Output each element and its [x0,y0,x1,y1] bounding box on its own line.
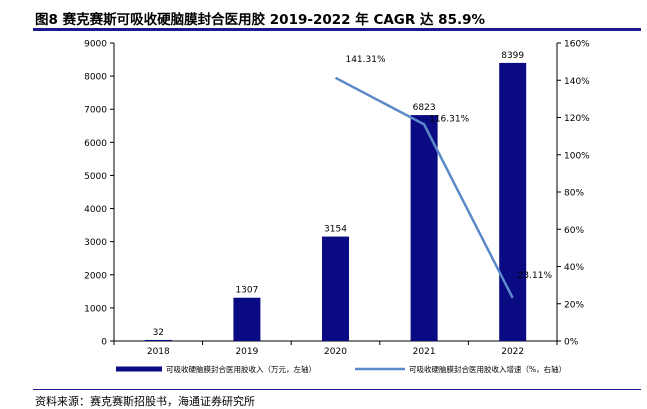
left-tick-label: 0 [101,338,107,348]
right-tick-label: 160% [564,40,590,50]
right-tick-label: 100% [564,151,590,161]
footer-rule [33,389,641,390]
right-tick-label: 20% [564,300,584,310]
bar [499,62,527,341]
left-tick-label: 5000 [84,172,107,182]
right-tick-label: 0% [564,338,579,348]
x-tick-label: 2021 [413,347,436,357]
left-tick-label: 8000 [84,73,107,83]
right-axis: 0% 20% 40% 60% 80% 100% 120% 140% 160% [556,40,590,348]
x-tick-label: 2020 [324,347,347,357]
bar [410,115,438,341]
growth-line [334,76,514,299]
bar-value-label: 8399 [501,51,524,61]
right-tick-label: 40% [564,263,584,273]
chart-title: 图8 赛克赛斯可吸收硬脑膜封合医用胶 2019-2022 年 CAGR 达 85… [35,12,486,28]
left-tick-label: 3000 [84,238,107,248]
title-rule [33,28,641,31]
x-tick-label: 2019 [235,347,258,357]
line-value-label: 141.31% [345,55,385,65]
left-axis: 0 1000 2000 3000 4000 5000 6000 7000 8000 9000 [84,40,115,348]
x-tick-label: 2022 [501,347,524,357]
right-tick-label: 140% [564,77,590,87]
right-tick-label: 120% [564,114,590,124]
bar [144,339,172,341]
left-tick-label: 1000 [84,304,107,314]
source-note: 资料来源：赛克赛斯招股书，海通证券研究所 [35,395,255,408]
left-tick-label: 9000 [84,40,107,50]
legend-bar-label: 可吸收硬脑膜封合医用胶收入（万元，左轴） [166,364,316,374]
bar-value-label: 6823 [413,103,436,113]
bar [233,297,261,341]
left-tick-label: 7000 [84,106,107,116]
line-series: 141.31% 116.31% 23.11% [334,55,553,299]
line-value-label: 23.11% [518,271,553,281]
bar-value-label: 32 [153,328,164,338]
legend: 可吸收硬脑膜封合医用胶收入（万元，左轴） 可吸收硬脑膜封合医用胶收入增速（%，右轴… [116,364,566,374]
x-axis: 2018 2019 2020 2021 2022 [113,340,558,357]
bar-value-label: 1307 [235,286,258,296]
bar-series: 32 1307 3154 6823 8399 [144,51,527,341]
left-tick-label: 4000 [84,205,107,215]
left-tick-label: 6000 [84,139,107,149]
bar-value-label: 3154 [324,225,347,235]
left-tick-label: 2000 [84,271,107,281]
legend-line-label: 可吸收硬脑膜封合医用胶收入增速（%，右轴） [409,364,566,374]
right-tick-label: 60% [564,226,584,236]
line-value-label: 116.31% [429,114,469,124]
right-tick-label: 80% [564,189,584,199]
bar [322,236,349,341]
legend-bar-swatch [116,366,162,372]
combo-chart: 0 1000 2000 3000 4000 5000 6000 7000 8000 9000 0%… [84,40,590,375]
x-tick-label: 2018 [147,347,170,357]
